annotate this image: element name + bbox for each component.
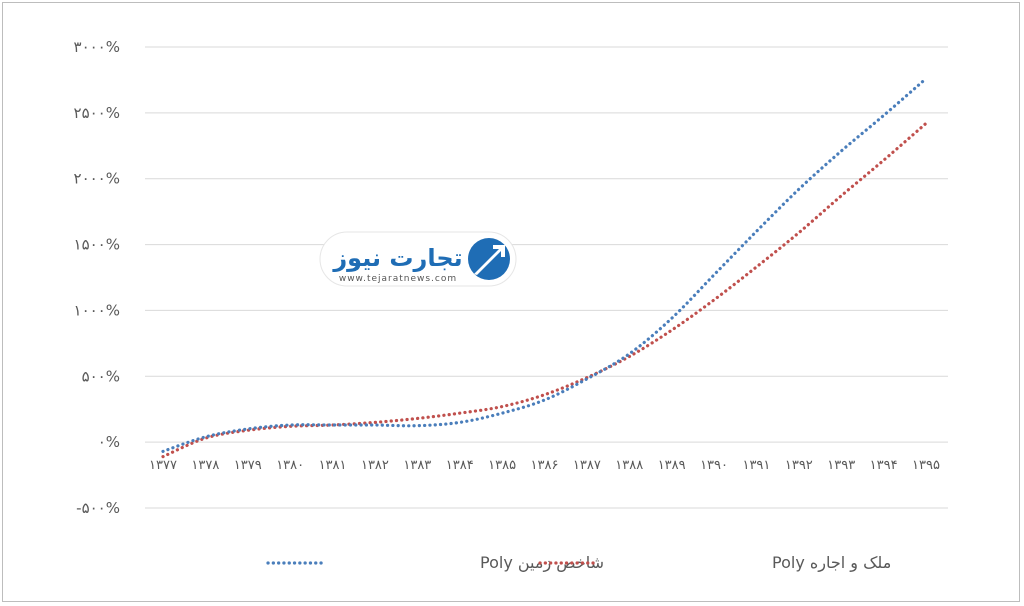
y-tick-label: ۱۵۰۰%: [74, 236, 120, 254]
y-tick-label: -۵۰۰%: [76, 499, 120, 517]
x-tick-label: ۱۳۸۹: [658, 458, 686, 473]
series-line-1: [161, 77, 928, 453]
y-tick-label: ۲۵۰۰%: [74, 104, 120, 122]
x-tick-label: ۱۳۸۰: [276, 458, 304, 473]
legend-label: ملک و اجاره Poly: [772, 553, 891, 573]
x-tick-label: ۱۳۸۷: [573, 458, 601, 473]
x-tick-label: ۱۳۹۴: [870, 458, 898, 473]
x-tick-label: ۱۳۹۵: [912, 458, 940, 473]
x-tick-label: ۱۳۸۴: [446, 458, 474, 473]
x-tick-label: ۱۳۹۱: [742, 458, 770, 473]
gridlines: [145, 46, 948, 509]
watermark-logo: تجارت نیوز www.tejaratnews.com: [319, 231, 517, 287]
legend-label: شاخص زمین Poly: [480, 553, 604, 573]
x-tick-label: ۱۳۹۰: [700, 458, 728, 473]
x-tick-label: ۱۳۷۷: [149, 458, 177, 473]
legend: شاخص زمین Poly ملک و اجاره Poly: [266, 553, 891, 573]
watermark-background: [319, 231, 517, 287]
x-tick-label: ۱۳۸۶: [531, 458, 559, 473]
x-tick-label: ۱۳۷۸: [191, 458, 219, 473]
x-tick-label: ۱۳۸۵: [488, 458, 516, 473]
series-line-2: [161, 121, 928, 459]
x-tick-label: ۱۳۸۱: [319, 458, 347, 473]
x-tick-label: ۱۳۹۳: [827, 458, 855, 473]
y-tick-label: ۵۰۰%: [82, 367, 120, 385]
watermark-name: تجارت نیوز: [332, 244, 462, 272]
series-lines: [161, 77, 928, 459]
x-tick-label: ۱۳۸۳: [403, 458, 431, 473]
x-tick-label: ۱۳۹۲: [785, 458, 813, 473]
y-tick-label: ۳۰۰۰%: [74, 38, 120, 56]
y-tick-label: ۲۰۰۰%: [74, 170, 120, 188]
y-tick-label: ۰%: [98, 433, 120, 451]
watermark-url: www.tejaratnews.com: [339, 274, 457, 284]
x-tick-label: ۱۳۷۹: [234, 458, 262, 473]
x-axis-ticks: ۱۳۷۷ ۱۳۷۸ ۱۳۷۹ ۱۳۸۰ ۱۳۸۱ ۱۳۸۲ ۱۳۸۳ ۱۳۸۴ ۱۳۸۵ ۱۳۸۶…: [149, 458, 940, 473]
y-axis-ticks: -۵۰۰% ۰% ۵۰۰% ۱۰۰۰% ۱۵۰۰% ۲۰۰۰% ۲۵۰۰% ۳۰۰۰%: [74, 38, 120, 517]
x-tick-label: ۱۳۸۲: [361, 458, 389, 473]
x-tick-label: ۱۳۸۸: [615, 458, 643, 473]
y-tick-label: ۱۰۰۰%: [74, 301, 120, 319]
arrow-icon: [474, 245, 505, 275]
